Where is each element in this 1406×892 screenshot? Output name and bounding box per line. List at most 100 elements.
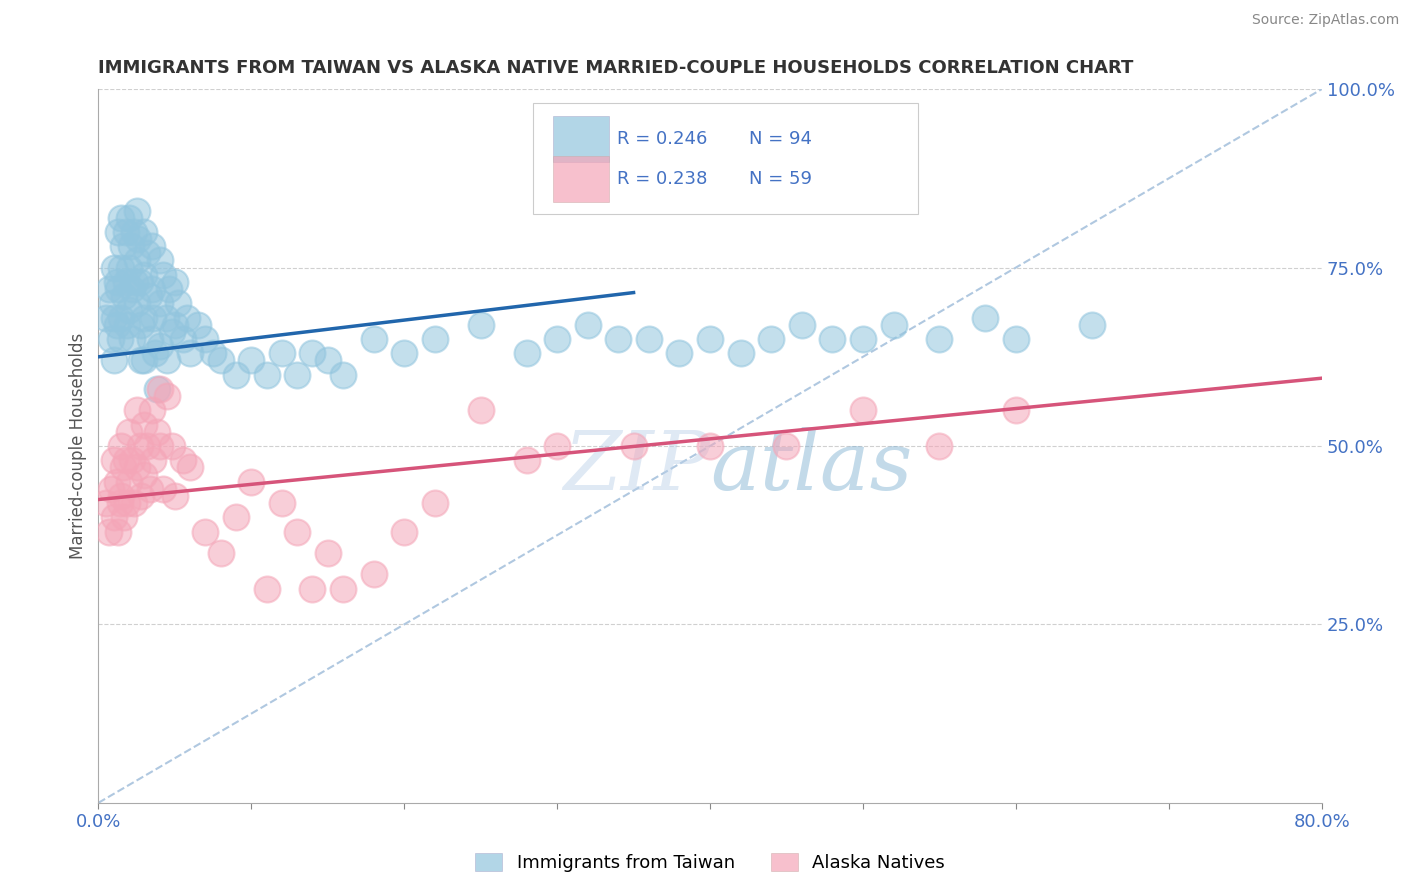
Point [546,332,568,346]
Point [316,546,339,560]
Point [105,275,128,289]
Point [134,417,156,432]
Text: Source: ZipAtlas.com: Source: ZipAtlas.com [1251,13,1399,28]
Point [101,296,124,310]
Point [138,289,160,303]
Point [122,225,145,239]
Point [179,346,201,360]
Point [209,546,232,560]
Point [145,382,167,396]
Text: atlas: atlas [710,427,912,508]
Point [117,318,139,332]
Point [136,246,159,260]
Point [256,582,278,596]
Point [118,260,141,275]
Point [125,403,148,417]
Point [125,203,148,218]
Point [392,524,416,539]
Point [136,439,159,453]
Point [470,318,492,332]
Point [139,332,162,346]
Text: R = 0.238: R = 0.238 [617,169,707,187]
Point [149,296,172,310]
Point [110,310,132,325]
Point [546,439,568,453]
Point [115,453,138,467]
Point [149,339,172,353]
Point [94,310,117,325]
Point [423,332,446,346]
Point [121,332,143,346]
Point [128,439,150,453]
Point [821,332,844,346]
Point [112,289,135,303]
Point [1004,332,1026,346]
Point [115,275,138,289]
Point [142,310,165,325]
Point [118,211,141,225]
Point [141,239,163,253]
Point [852,403,875,417]
Point [1081,318,1104,332]
Point [775,439,797,453]
Point [668,346,690,360]
Point [332,368,354,382]
Point [202,346,225,360]
Y-axis label: Married-couple Households: Married-couple Households [69,333,87,559]
Point [103,310,125,325]
Point [110,260,132,275]
Point [256,368,278,382]
Point [125,253,148,268]
Point [103,510,125,524]
Point [111,239,134,253]
Point [363,567,385,582]
Point [117,496,139,510]
Point [142,453,165,467]
Point [120,239,142,253]
Point [516,453,538,467]
Point [128,275,150,289]
Point [94,496,117,510]
Point [209,353,232,368]
Point [270,496,292,510]
Point [392,346,416,360]
Point [160,439,183,453]
Point [301,582,323,596]
Point [149,439,172,453]
Point [157,282,180,296]
Point [607,332,630,346]
Point [129,489,152,503]
Point [129,353,152,368]
Point [163,318,186,332]
Point [179,460,201,475]
Point [100,332,122,346]
Point [134,467,156,482]
Point [121,282,143,296]
Point [115,225,138,239]
Point [194,524,217,539]
Point [699,332,721,346]
Point [107,282,129,296]
Point [176,310,198,325]
Legend: Immigrants from Taiwan, Alaska Natives: Immigrants from Taiwan, Alaska Natives [468,846,952,880]
Point [156,353,179,368]
Point [125,460,148,475]
Point [134,225,156,239]
Point [623,439,645,453]
Point [110,211,132,225]
Point [332,582,354,596]
Point [285,368,308,382]
FancyBboxPatch shape [533,103,918,214]
Point [149,253,172,268]
Point [124,275,146,289]
Point [155,310,177,325]
Point [112,510,135,524]
Point [423,496,446,510]
Point [98,282,121,296]
Point [141,403,163,417]
Text: N = 59: N = 59 [749,169,813,187]
Point [105,318,128,332]
Point [103,260,125,275]
Point [134,268,156,282]
Point [316,353,339,368]
